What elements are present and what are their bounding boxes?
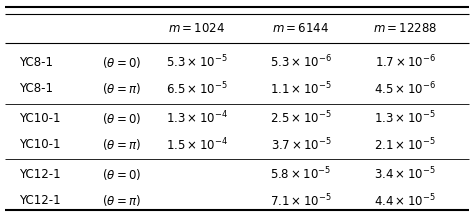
Text: $5.8 \times 10^{-5}$: $5.8 \times 10^{-5}$ — [270, 166, 332, 182]
Text: $(\theta = \pi)$: $(\theta = \pi)$ — [102, 193, 141, 208]
Text: $(\theta = 0)$: $(\theta = 0)$ — [102, 55, 141, 70]
Text: $4.4 \times 10^{-5}$: $4.4 \times 10^{-5}$ — [374, 192, 436, 209]
Text: $4.5 \times 10^{-6}$: $4.5 \times 10^{-6}$ — [374, 81, 436, 97]
Text: $(\theta = \pi)$: $(\theta = \pi)$ — [102, 137, 141, 152]
Text: $3.7 \times 10^{-5}$: $3.7 \times 10^{-5}$ — [271, 136, 331, 153]
Text: YC12-1: YC12-1 — [19, 194, 61, 207]
Text: $1.3 \times 10^{-4}$: $1.3 \times 10^{-4}$ — [166, 110, 228, 127]
Text: $(\theta = 0)$: $(\theta = 0)$ — [102, 167, 141, 182]
Text: YC8-1: YC8-1 — [19, 56, 53, 69]
Text: $(\theta = \pi)$: $(\theta = \pi)$ — [102, 81, 141, 96]
Text: $1.1 \times 10^{-5}$: $1.1 \times 10^{-5}$ — [270, 81, 332, 97]
Text: $2.1 \times 10^{-5}$: $2.1 \times 10^{-5}$ — [374, 136, 436, 153]
Text: YC10-1: YC10-1 — [19, 112, 61, 125]
Text: YC12-1: YC12-1 — [19, 168, 61, 181]
Text: $7.1 \times 10^{-5}$: $7.1 \times 10^{-5}$ — [270, 192, 332, 209]
Text: $1.3 \times 10^{-5}$: $1.3 \times 10^{-5}$ — [374, 110, 436, 127]
Text: $(\theta = 0)$: $(\theta = 0)$ — [102, 111, 141, 126]
Text: YC8-1: YC8-1 — [19, 82, 53, 95]
Text: YC10-1: YC10-1 — [19, 138, 61, 151]
Text: $3.4 \times 10^{-5}$: $3.4 \times 10^{-5}$ — [374, 166, 436, 182]
Text: $m = 6144$: $m = 6144$ — [273, 22, 329, 35]
Text: $5.3 \times 10^{-5}$: $5.3 \times 10^{-5}$ — [166, 54, 228, 71]
Text: $1.5 \times 10^{-4}$: $1.5 \times 10^{-4}$ — [166, 136, 228, 153]
Text: $m = 12288$: $m = 12288$ — [373, 22, 438, 35]
Text: $m = 1024$: $m = 1024$ — [168, 22, 225, 35]
Text: $6.5 \times 10^{-5}$: $6.5 \times 10^{-5}$ — [166, 81, 228, 97]
Text: $1.7 \times 10^{-6}$: $1.7 \times 10^{-6}$ — [375, 54, 436, 71]
Text: $2.5 \times 10^{-5}$: $2.5 \times 10^{-5}$ — [270, 110, 332, 127]
Text: $5.3 \times 10^{-6}$: $5.3 \times 10^{-6}$ — [270, 54, 332, 71]
